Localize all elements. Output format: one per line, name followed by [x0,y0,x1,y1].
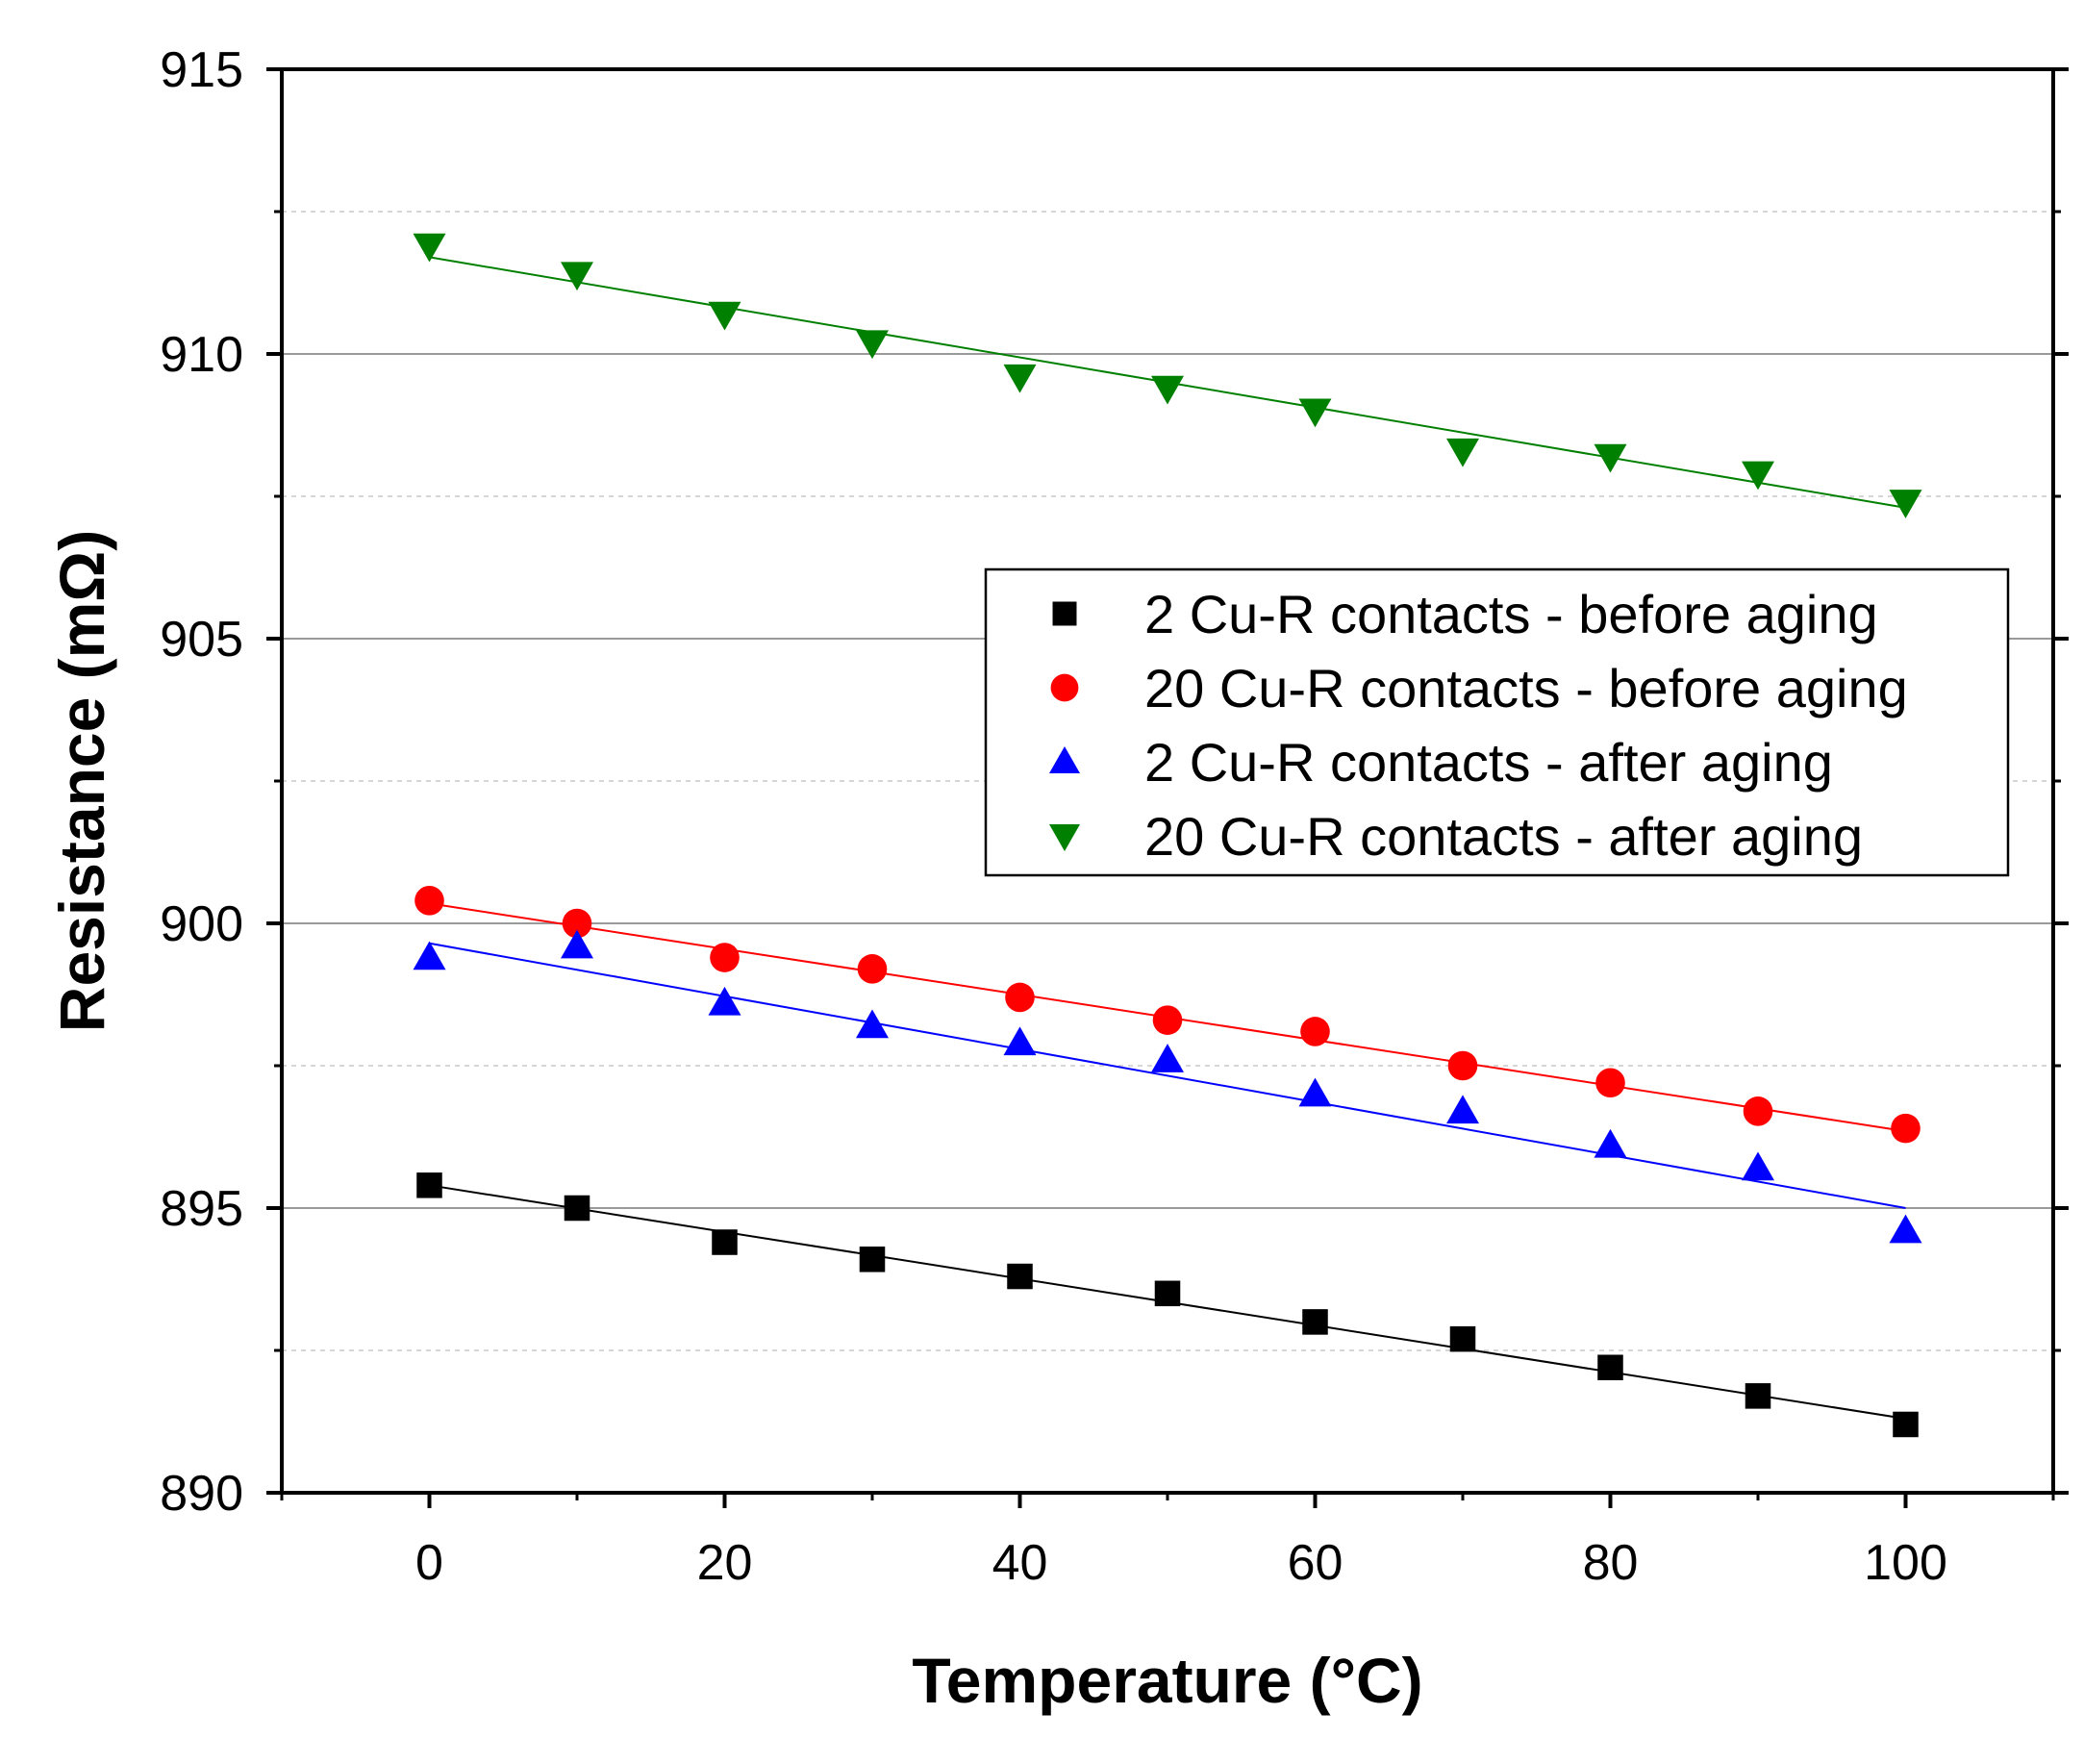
data-point-series-4 [1742,461,1774,491]
y-tick-label: 895 [160,1181,243,1237]
data-point-series-4 [1151,375,1184,405]
data-point-series-2 [1743,1096,1773,1126]
x-tick-label: 60 [1288,1535,1343,1591]
data-point-series-1 [1597,1354,1623,1381]
y-axis-title: Resistance (mΩ) [46,530,117,1032]
data-markers [413,233,1922,1438]
data-point-series-3 [1298,1077,1332,1107]
y-tick-label: 890 [160,1466,243,1522]
data-point-series-2 [1152,1005,1183,1035]
data-point-series-3 [561,929,593,959]
data-point-series-3 [1889,1214,1922,1244]
x-tick-label: 20 [697,1535,753,1591]
data-point-series-1 [1154,1280,1181,1307]
x-tick-label: 80 [1583,1535,1639,1591]
data-point-series-4 [708,301,741,331]
data-point-series-4 [1446,438,1479,467]
data-point-series-1 [1449,1325,1476,1352]
x-tick-label: 100 [1864,1535,1947,1591]
data-point-series-3 [1446,1095,1479,1124]
y-tick-label: 910 [160,327,243,383]
data-point-series-2 [710,943,740,972]
data-point-series-2 [1300,1017,1330,1046]
fit-line-series-3 [429,942,1906,1209]
data-point-series-2 [1005,982,1035,1013]
data-point-series-3 [1742,1151,1774,1181]
legend-marker-series-3 [1049,746,1080,773]
data-point-series-3 [1594,1128,1627,1158]
x-tick-label: 0 [415,1535,443,1591]
data-point-series-1 [712,1229,738,1255]
legend-label-series-1: 2 Cu-R contacts - before aging [1144,584,1878,644]
data-point-series-2 [1447,1050,1478,1081]
data-point-series-4 [856,330,889,360]
data-point-series-1 [1302,1309,1328,1335]
y-tick-label: 900 [160,896,243,952]
legend-label-series-3: 2 Cu-R contacts - after aging [1144,732,1833,793]
legend-marker-series-4 [1049,824,1080,851]
legend-marker-series-1 [1052,601,1077,626]
data-point-series-1 [1893,1411,1919,1438]
data-point-series-4 [1889,490,1922,518]
legend-marker-series-2 [1050,673,1079,702]
data-point-series-4 [561,262,593,291]
data-point-series-1 [859,1247,886,1273]
data-point-series-3 [856,1009,889,1039]
x-tick-label: 40 [992,1535,1048,1591]
data-point-series-4 [1298,398,1332,428]
axes: 890 895 900 905 910 915 0 20 40 60 80 100 [160,42,2069,1591]
legend-label-series-2: 20 Cu-R contacts - before aging [1144,658,1908,718]
data-point-series-2 [1595,1068,1625,1098]
legend-box [984,567,2010,877]
data-point-series-2 [562,908,592,939]
data-point-series-3 [708,986,741,1016]
data-point-series-1 [1007,1263,1033,1290]
data-point-series-2 [857,954,888,984]
data-point-series-2 [414,886,444,916]
data-point-series-2 [1891,1113,1921,1144]
legend: 2 Cu-R contacts - before aging 20 Cu-R co… [984,567,2010,877]
x-axis-title: Temperature (°C) [912,1645,1422,1716]
data-point-series-4 [1594,443,1627,473]
data-point-series-1 [1745,1383,1771,1409]
legend-label-series-4: 20 Cu-R contacts - after aging [1144,806,1863,867]
data-point-series-4 [413,233,446,263]
y-tick-label: 905 [160,612,243,668]
data-point-series-1 [416,1172,442,1198]
y-tick-label: 915 [160,42,243,98]
data-point-series-1 [564,1195,590,1222]
data-point-series-3 [1003,1026,1037,1056]
data-point-series-4 [1003,364,1037,393]
data-point-series-3 [413,941,446,970]
data-point-series-3 [1151,1044,1184,1072]
